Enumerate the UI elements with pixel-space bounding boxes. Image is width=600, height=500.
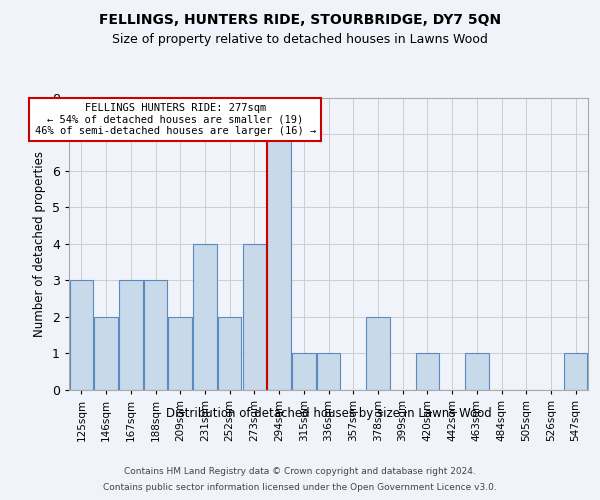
Bar xyxy=(169,317,192,390)
Bar xyxy=(564,354,587,390)
Text: Size of property relative to detached houses in Lawns Wood: Size of property relative to detached ho… xyxy=(112,32,488,46)
Bar xyxy=(94,317,118,390)
Bar xyxy=(119,280,143,390)
Text: FELLINGS HUNTERS RIDE: 277sqm
← 54% of detached houses are smaller (19)
46% of s: FELLINGS HUNTERS RIDE: 277sqm ← 54% of d… xyxy=(35,103,316,136)
Bar xyxy=(144,280,167,390)
Bar xyxy=(465,354,488,390)
Bar xyxy=(70,280,93,390)
Text: Contains public sector information licensed under the Open Government Licence v3: Contains public sector information licen… xyxy=(103,482,497,492)
Bar xyxy=(218,317,241,390)
Text: FELLINGS, HUNTERS RIDE, STOURBRIDGE, DY7 5QN: FELLINGS, HUNTERS RIDE, STOURBRIDGE, DY7… xyxy=(99,12,501,26)
Bar xyxy=(416,354,439,390)
Y-axis label: Number of detached properties: Number of detached properties xyxy=(34,151,46,337)
Bar xyxy=(317,354,340,390)
Bar xyxy=(268,134,291,390)
Bar xyxy=(242,244,266,390)
Text: Distribution of detached houses by size in Lawns Wood: Distribution of detached houses by size … xyxy=(166,408,491,420)
Bar xyxy=(366,317,389,390)
Bar xyxy=(292,354,316,390)
Bar xyxy=(193,244,217,390)
Text: Contains HM Land Registry data © Crown copyright and database right 2024.: Contains HM Land Registry data © Crown c… xyxy=(124,468,476,476)
